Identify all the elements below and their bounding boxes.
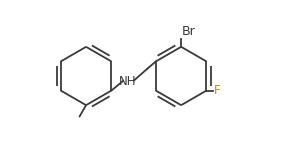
- Text: Br: Br: [182, 25, 196, 38]
- Text: NH: NH: [119, 75, 137, 88]
- Text: F: F: [214, 84, 220, 97]
